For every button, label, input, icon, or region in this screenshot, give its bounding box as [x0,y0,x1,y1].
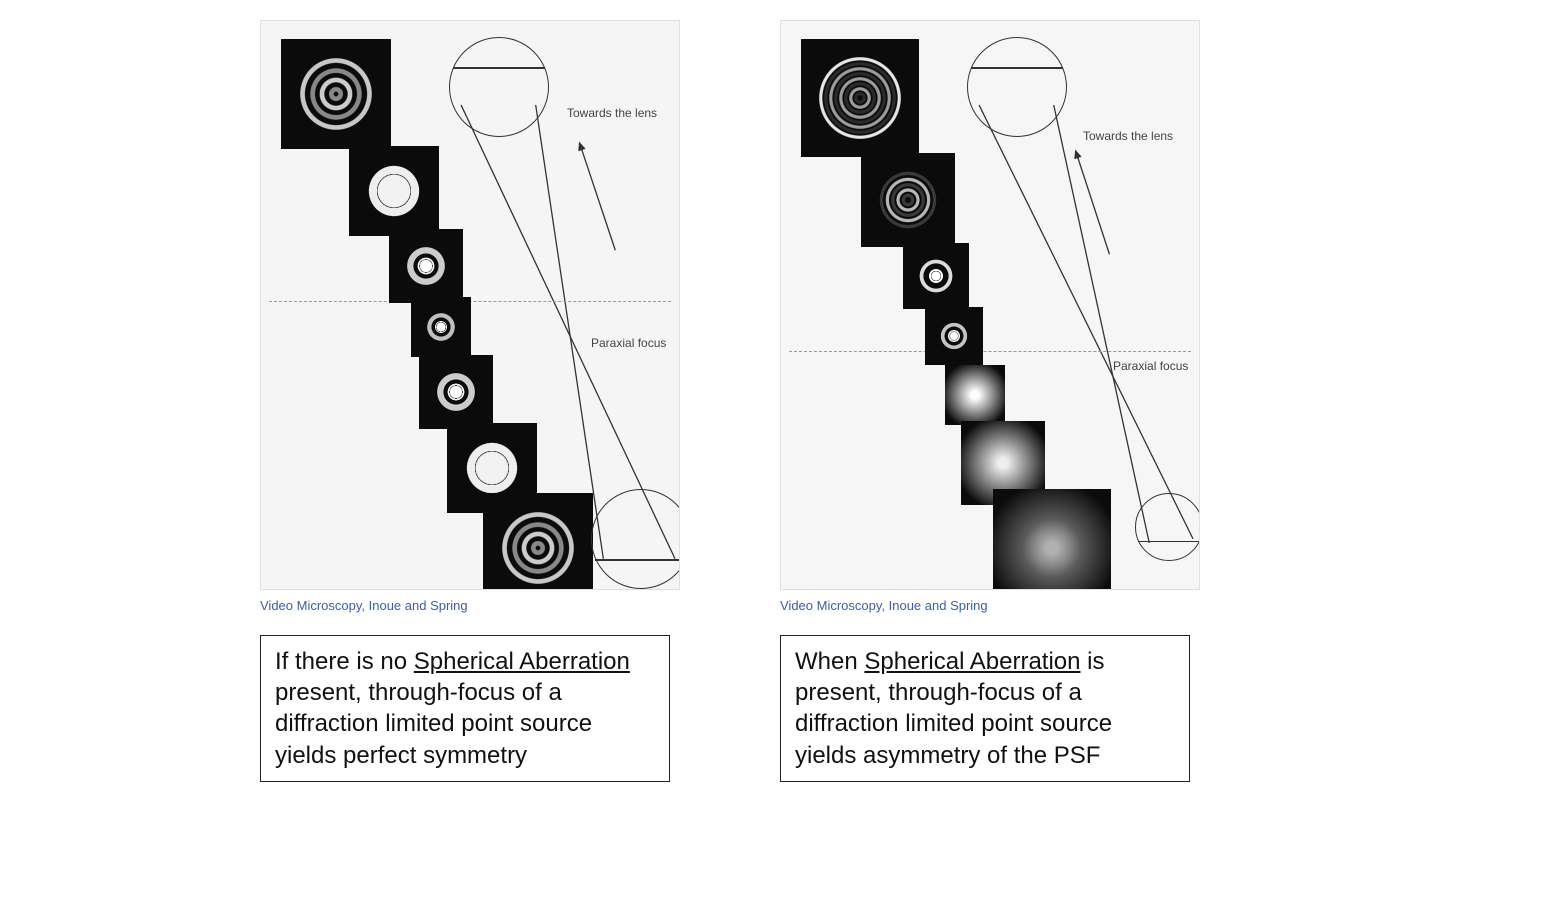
towards-lens-label: Towards the lens [1083,129,1173,143]
psf-tile [861,153,955,247]
psf-tile [349,146,439,236]
right-caption: Video Microscopy, Inoue and Spring [780,598,1220,613]
right-desc-pre: When [795,648,864,675]
right-desc-link: Spherical Aberration [864,648,1080,675]
towards-lens-label: Towards the lens [567,106,657,120]
left-caption: Video Microscopy, Inoue and Spring [260,598,700,613]
psf-tile [483,493,593,590]
lens-bottom-circle [1135,493,1200,561]
direction-arrow [579,143,615,250]
ray-line [536,105,604,559]
psf-tile [389,229,463,303]
paraxial-focus-label: Paraxial focus [591,336,666,350]
lens-bottom-chord [1138,541,1200,543]
lens-top-circle [967,37,1067,137]
left-desc-post: present, through-focus of a diffraction … [275,679,592,768]
ray-line [1054,105,1150,543]
psf-tile [925,307,983,365]
lens-bottom-circle [591,489,680,589]
psf-tile [903,243,969,309]
psf-tile [945,365,1005,425]
psf-tile [281,39,391,149]
psf-tile [419,355,493,429]
left-desc-link: Spherical Aberration [414,648,630,675]
lens-bottom-chord [595,559,680,561]
left-figure: Towards the lens Paraxial focus [260,20,680,590]
direction-arrow [1076,151,1110,255]
psf-tile [801,39,919,157]
right-description-box: When Spherical Aberration is present, th… [780,635,1190,782]
lens-top-chord [971,67,1063,69]
paraxial-focus-label: Paraxial focus [1113,359,1188,373]
page-root: Towards the lens Paraxial focus Video Mic… [0,0,1558,908]
psf-tile [411,297,471,357]
psf-tile [993,489,1111,590]
right-panel: Towards the lens Paraxial focus Video Mic… [780,20,1220,888]
lens-top-chord [453,67,545,69]
lens-top-circle [449,37,549,137]
left-description-box: If there is no Spherical Aberration pres… [260,635,670,782]
right-figure: Towards the lens Paraxial focus [780,20,1200,590]
paraxial-focus-line [789,351,1191,352]
left-desc-pre: If there is no [275,648,414,675]
left-panel: Towards the lens Paraxial focus Video Mic… [260,20,700,888]
